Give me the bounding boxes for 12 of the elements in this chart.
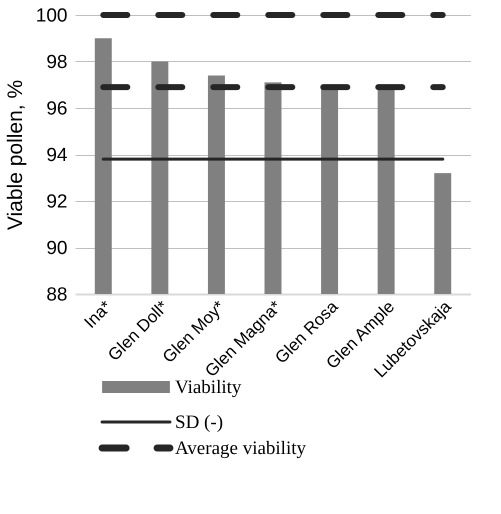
y-axis-title: Viable pollen, % [4,80,27,230]
y-tick-label: 98 [46,52,68,73]
legend-label: SD (-) [175,412,224,433]
y-tick-label: 88 [46,284,68,306]
y-tick-label: 92 [46,192,68,212]
y-tick-label: 100 [36,6,68,26]
y-tick-label: 90 [46,238,68,259]
y-tick-label: 94 [46,145,68,166]
x-tick-label: Ina* [80,296,116,332]
y-tick-label: 96 [46,98,68,120]
legend-label: Average viability [175,438,307,459]
legend-label: Viability [175,377,242,398]
